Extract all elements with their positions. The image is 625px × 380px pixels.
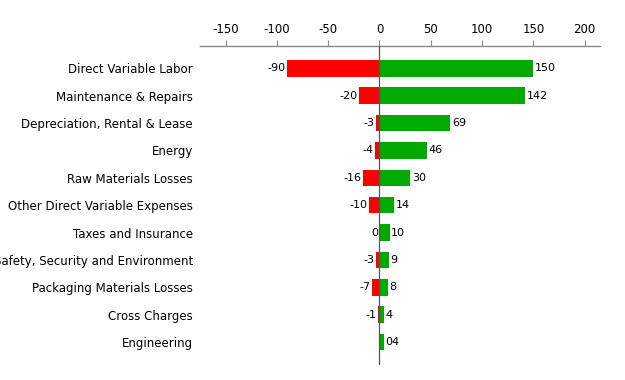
Bar [376,115,379,131]
Text: 04: 04 [385,337,399,347]
Bar [363,169,379,186]
Bar [369,197,379,214]
Bar [379,169,410,186]
Text: -10: -10 [350,200,368,210]
Bar [372,279,379,296]
Text: -3: -3 [364,255,375,265]
Bar [379,224,390,241]
Text: -7: -7 [359,282,371,292]
Text: 14: 14 [396,200,409,210]
Bar [376,252,379,268]
Bar [376,142,379,159]
Text: -20: -20 [339,91,357,101]
Text: 8: 8 [389,282,396,292]
Bar [379,197,394,214]
Bar [379,142,427,159]
Bar [379,279,388,296]
Text: -90: -90 [268,63,286,73]
Text: -16: -16 [344,173,361,183]
Text: 46: 46 [428,146,442,155]
Text: 150: 150 [535,63,556,73]
Text: 9: 9 [390,255,398,265]
Bar [379,60,533,76]
Text: 10: 10 [391,228,405,238]
Text: 0: 0 [371,228,378,238]
Text: 4: 4 [385,310,392,320]
Text: 142: 142 [527,91,548,101]
Text: 69: 69 [452,118,466,128]
Bar [359,87,379,104]
Bar [379,87,525,104]
Bar [287,60,379,76]
Bar [379,307,384,323]
Text: -4: -4 [362,146,374,155]
Bar [379,334,384,350]
Text: 30: 30 [412,173,426,183]
Bar [379,252,389,268]
Bar [379,115,450,131]
Text: -1: -1 [366,310,377,320]
Text: -3: -3 [364,118,375,128]
